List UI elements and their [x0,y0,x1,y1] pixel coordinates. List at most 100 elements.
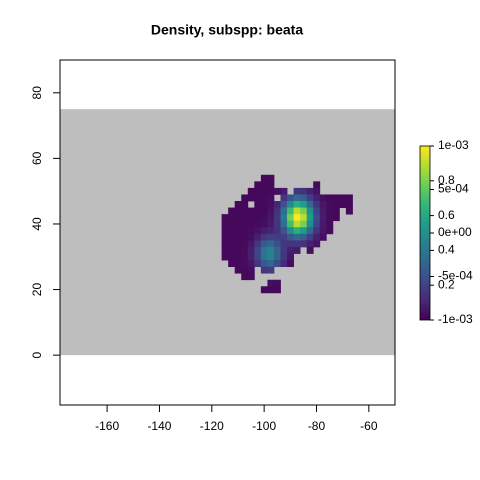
colorbar-tick-label: 1e-03 [438,138,469,152]
heat-cell [241,266,249,274]
x-tick-label: -60 [360,419,378,433]
heat-cell [273,260,281,268]
y-tick-label: 0 [30,351,44,358]
heat-cell [254,233,262,241]
heat-cell [267,260,275,268]
heat-cell [228,253,236,261]
colorbar-tick-label: 0.6 [438,208,455,222]
heat-cell [300,207,308,215]
heat-cell [332,207,340,215]
heat-cell [300,240,308,248]
heat-cell [234,227,242,235]
heat-cell [241,273,249,281]
heat-cell [247,214,255,222]
heat-cell [313,233,321,241]
heat-cell [260,286,268,294]
heat-cell [241,220,249,228]
heat-cell [345,207,353,215]
heat-cell [326,201,334,208]
heat-cell [260,266,268,274]
heat-cell [287,227,294,235]
heat-cell [306,240,314,248]
heat-cell [345,201,353,208]
heat-cell [267,279,275,287]
heat-cell [260,187,268,195]
heat-cell [319,194,327,202]
heat-cell [254,181,262,189]
heat-cell [254,187,262,195]
heat-cell [339,194,347,202]
heat-cell [280,240,288,248]
heat-cell [234,253,242,261]
heat-cell [319,201,327,208]
heat-cell [247,187,255,195]
heat-cell [280,201,288,208]
heat-cell [313,207,321,215]
heat-cell [260,253,268,261]
heat-cell [241,260,249,268]
heat-cell [221,233,229,241]
heat-cell [273,214,281,222]
heat-cell [228,233,236,241]
heat-cell [332,201,340,208]
heat-cell [241,201,249,208]
heat-cell [241,207,249,215]
heat-cell [293,214,301,222]
heat-cell [267,201,275,208]
heat-cell [293,194,301,202]
y-tick-label: 80 [30,86,44,100]
heat-cell [234,201,242,208]
heat-cell [287,240,294,248]
heat-cell [247,253,255,261]
heat-cell [326,214,334,222]
heat-cell [332,214,340,222]
heat-cell [254,260,262,268]
heat-cell [267,227,275,235]
heat-cell [267,253,275,261]
colorbar-tick-label: -5e-04 [438,269,473,283]
heat-cell [306,187,314,195]
heat-cell [293,201,301,208]
heat-cell [326,207,334,215]
heat-cell [247,273,255,281]
heat-cell [267,240,275,248]
heat-cell [234,233,242,241]
heat-cell [313,227,321,235]
heat-cell [306,194,314,202]
heat-cell [234,220,242,228]
heat-cell [306,227,314,235]
heat-cell [313,194,321,202]
heat-cell [221,220,229,228]
heat-cell [254,214,262,222]
heat-cell [260,220,268,228]
heat-cell [234,214,242,222]
heat-cell [241,227,249,235]
y-tick-label: 40 [30,217,44,231]
heat-cell [280,187,288,195]
heat-cell [306,233,314,241]
x-tick-label: -100 [252,419,276,433]
heat-cell [260,260,268,268]
heat-cell [254,201,262,208]
heat-cell [326,194,334,202]
heat-cell [260,207,268,215]
heat-cell [287,201,294,208]
heat-cell [267,207,275,215]
heat-cell [260,246,268,254]
heat-cell [293,246,301,254]
heat-cell [300,214,308,222]
heat-cell [254,227,262,235]
heat-cell [221,214,229,222]
heat-cell [319,227,327,235]
heat-cell [300,233,308,241]
heat-cell [267,246,275,254]
heat-cell [254,194,262,202]
heat-cell [280,220,288,228]
heat-cell [247,220,255,228]
heat-cell [260,233,268,241]
heat-cell [280,260,288,268]
heat-cell [300,187,308,195]
heat-cell [273,227,281,235]
heat-cell [345,194,353,202]
heat-cell [293,227,301,235]
